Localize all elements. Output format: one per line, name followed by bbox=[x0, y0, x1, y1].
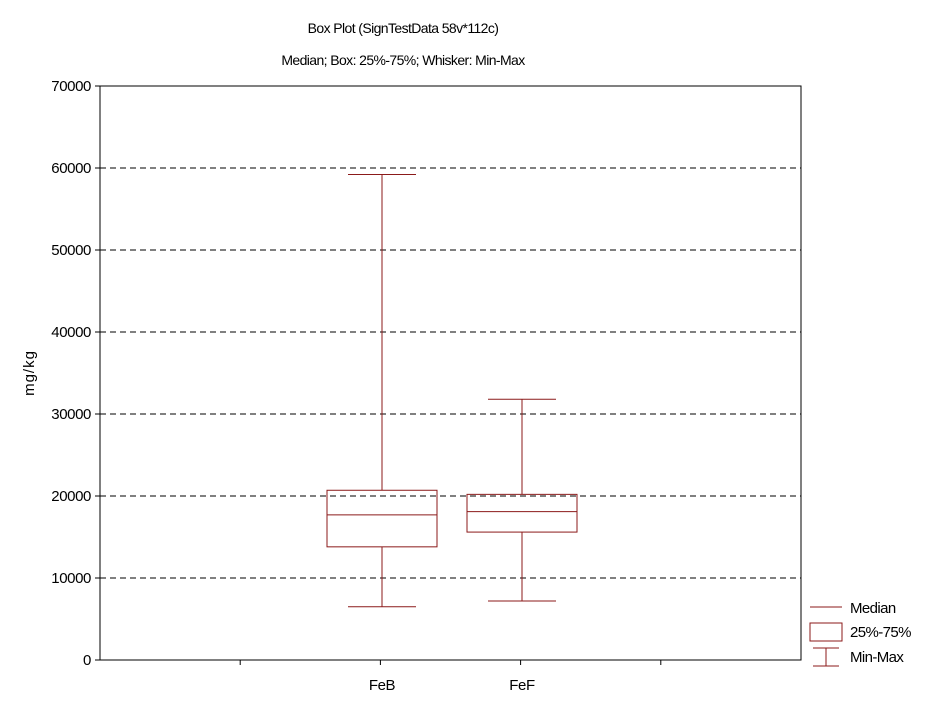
y-tick-label-30000: 30000 bbox=[51, 406, 91, 423]
y-tick-label-60000: 60000 bbox=[51, 160, 91, 177]
x-category-label-feb: FeB bbox=[369, 677, 396, 694]
y-tick-label-0: 0 bbox=[83, 652, 91, 669]
chart-title: Box Plot (SignTestData 58v*112c) bbox=[308, 20, 499, 36]
chart-subtitle: Median; Box: 25%-75%; Whisker: Min-Max bbox=[281, 52, 525, 68]
legend-box-label: 25%-75% bbox=[850, 624, 911, 641]
x-category-label-fef: FeF bbox=[509, 677, 535, 694]
box-feb: FeB bbox=[326, 174, 438, 694]
plot-area-frame bbox=[99, 85, 802, 661]
x-axis-ticks bbox=[239, 660, 662, 665]
legend-median-label: Median bbox=[850, 600, 896, 617]
y-axis-label: mg/kg bbox=[21, 350, 38, 396]
y-tick-label-20000: 20000 bbox=[51, 488, 91, 505]
box-series: FeB FeF bbox=[326, 174, 578, 694]
legend-box-marker bbox=[809, 622, 843, 642]
y-tick-label-70000: 70000 bbox=[51, 78, 91, 95]
legend-whisker-label: Min-Max bbox=[850, 649, 904, 666]
iqr-box-fef bbox=[466, 493, 578, 533]
box-fef: FeF bbox=[466, 398, 578, 694]
y-tick-label-50000: 50000 bbox=[51, 242, 91, 259]
legend: Median 25%-75% Min-Max bbox=[809, 600, 912, 667]
y-tick-label-10000: 10000 bbox=[51, 570, 91, 587]
grid-lines bbox=[100, 167, 801, 579]
y-axis-ticks: 0 10000 20000 30000 40000 50000 60000 70000 bbox=[51, 78, 100, 669]
y-tick-label-40000: 40000 bbox=[51, 324, 91, 341]
iqr-box-feb bbox=[326, 489, 438, 548]
